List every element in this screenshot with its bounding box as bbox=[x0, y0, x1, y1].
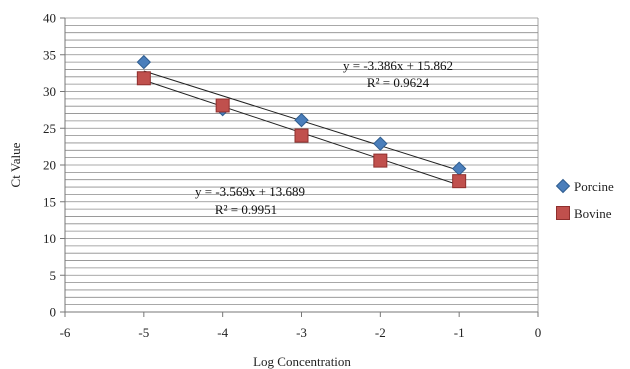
bovine-point bbox=[294, 128, 309, 143]
x-tick-label: 0 bbox=[535, 325, 542, 340]
y-tick-label: 10 bbox=[43, 231, 56, 246]
porcine-point bbox=[451, 161, 467, 176]
legend-bovine-label: Bovine bbox=[574, 206, 612, 221]
legend: Porcine Bovine bbox=[555, 178, 614, 221]
porcine-point bbox=[294, 112, 309, 128]
legend-porcine-label: Porcine bbox=[574, 179, 614, 194]
axes bbox=[60, 17, 539, 317]
tick-labels: 0 5 10 15 20 25 30 35 40 -6 -5 -4 -3 -2 -1 0 bbox=[43, 11, 541, 341]
y-tick-label: 30 bbox=[43, 84, 56, 99]
bovine-point bbox=[136, 71, 151, 86]
bovine-point bbox=[373, 153, 388, 168]
porcine-point bbox=[136, 54, 152, 70]
y-tick-label: 5 bbox=[50, 268, 57, 283]
bovine-trendline-r2: R² = 0.9951 bbox=[215, 202, 277, 217]
bovine-trendline-equation: y = -3.569x + 13.689 bbox=[195, 184, 305, 199]
porcine-trendline-equation: y = -3.386x + 15.862 bbox=[343, 58, 453, 73]
porcine-trendline-r2: R² = 0.9624 bbox=[367, 75, 430, 90]
y-tick-label: 25 bbox=[43, 121, 56, 136]
bovine-point bbox=[215, 98, 230, 113]
legend-bovine-marker bbox=[556, 206, 570, 220]
x-tick-label: -3 bbox=[296, 325, 307, 340]
y-tick-label: 0 bbox=[50, 305, 57, 320]
porcine-point bbox=[373, 136, 388, 151]
y-tick-label: 35 bbox=[43, 47, 56, 62]
x-axis-title: Log Concentration bbox=[253, 354, 351, 369]
y-axis-title: Ct Value bbox=[8, 142, 23, 187]
legend-bovine-square bbox=[556, 206, 570, 220]
y-tick-label: 40 bbox=[43, 11, 56, 26]
legend-porcine-marker bbox=[555, 178, 571, 194]
bovine-point bbox=[452, 174, 467, 189]
x-tick-label: -5 bbox=[138, 325, 149, 340]
y-tick-label: 20 bbox=[43, 158, 56, 173]
y-tick-label: 15 bbox=[43, 194, 56, 209]
gridlines bbox=[65, 17, 539, 312]
legend-porcine-diamond bbox=[555, 178, 571, 194]
data-points bbox=[136, 54, 467, 189]
x-tick-label: -2 bbox=[375, 325, 386, 340]
x-tick-label: -1 bbox=[454, 325, 465, 340]
x-tick-label: -4 bbox=[217, 325, 228, 340]
x-tick-label: -6 bbox=[60, 325, 71, 340]
